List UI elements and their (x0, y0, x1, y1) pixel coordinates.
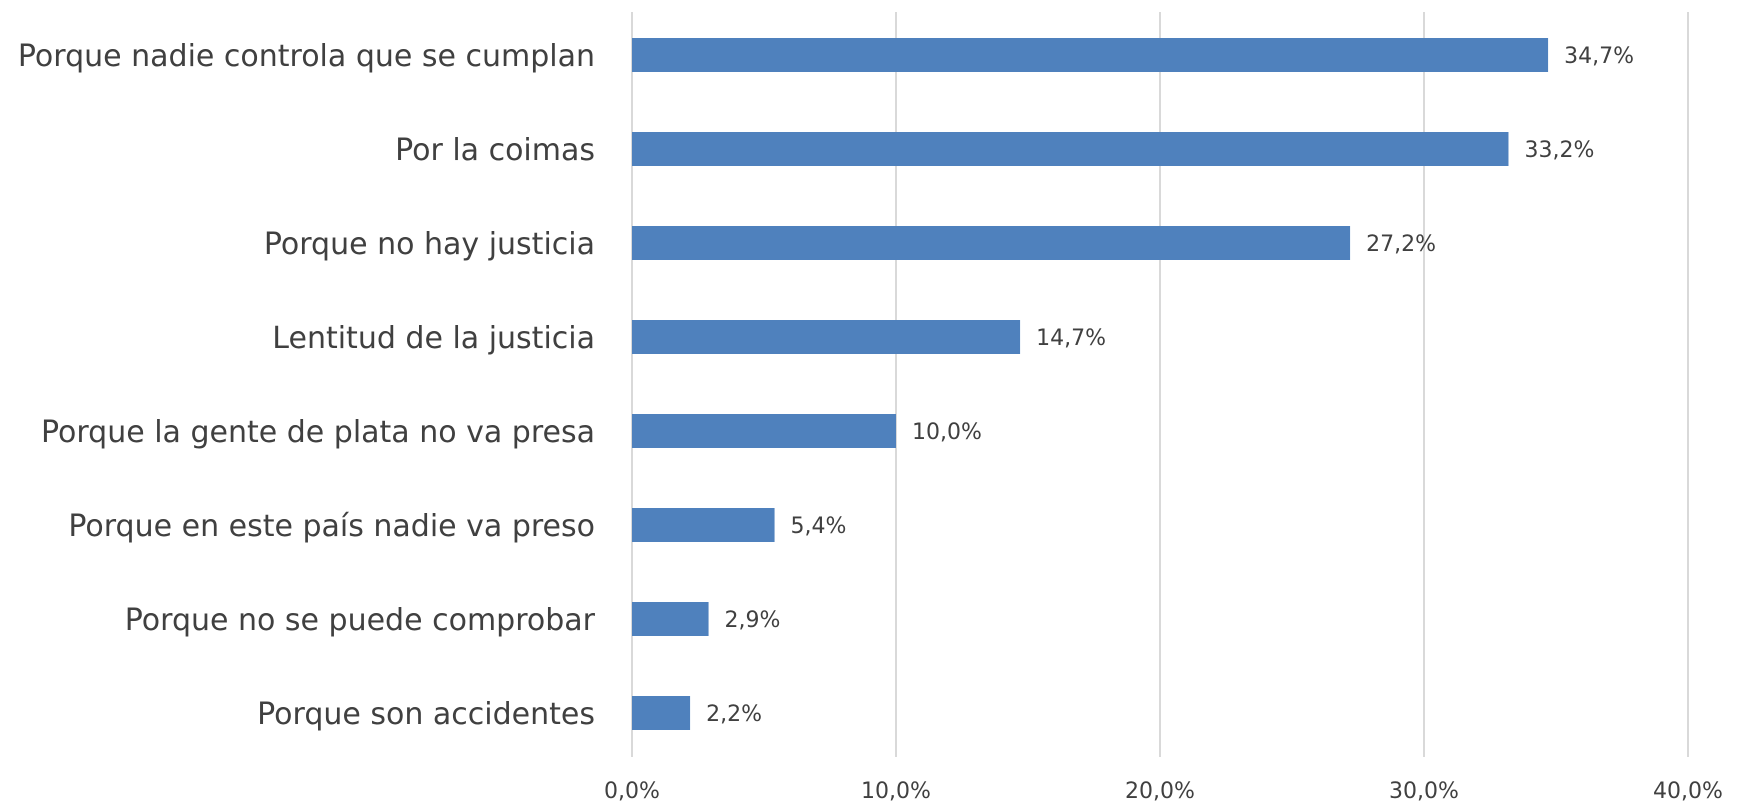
data-label: 10,0% (912, 420, 982, 445)
category-label: Porque no hay justicia (264, 227, 595, 262)
data-label: 14,7% (1036, 326, 1106, 351)
category-label: Porque no se puede comprobar (125, 603, 596, 638)
category-label: Porque la gente de plata no va presa (41, 415, 595, 450)
bar (632, 602, 709, 636)
data-label: 2,9% (725, 608, 781, 633)
bar (632, 320, 1021, 354)
x-tick-label: 20,0% (1125, 779, 1195, 804)
data-label: 27,2% (1366, 232, 1436, 257)
gridlines (631, 12, 1689, 757)
data-labels: 34,7% 33,2% 27,2% 14,7% 10,0% 5,4% 2,9% 2,2% (706, 44, 1634, 727)
category-label: Lentitud de la justicia (272, 321, 595, 356)
x-tick-label: 30,0% (1389, 779, 1459, 804)
x-tick-label: 40,0% (1653, 779, 1723, 804)
bar (632, 508, 775, 542)
category-label: Porque en este país nadie va preso (68, 509, 595, 544)
data-label: 34,7% (1564, 44, 1634, 69)
bars (632, 38, 1549, 730)
x-tick-label: 0,0% (604, 779, 660, 804)
category-label: Porque son accidentes (257, 697, 595, 732)
category-label: Por la coimas (395, 133, 595, 168)
bar (632, 696, 691, 730)
bar (632, 132, 1509, 166)
data-label: 5,4% (791, 514, 847, 539)
x-tick-label: 10,0% (861, 779, 931, 804)
bar (632, 414, 896, 448)
category-label: Porque nadie controla que se cumplan (18, 39, 595, 74)
data-label: 2,2% (706, 702, 762, 727)
bar (632, 226, 1351, 260)
category-labels: Porque nadie controla que se cumplan Por … (18, 39, 596, 732)
data-label: 33,2% (1524, 138, 1594, 163)
x-axis-tick-labels: 0,0% 10,0% 20,0% 30,0% 40,0% (604, 779, 1723, 804)
bar (632, 38, 1549, 72)
